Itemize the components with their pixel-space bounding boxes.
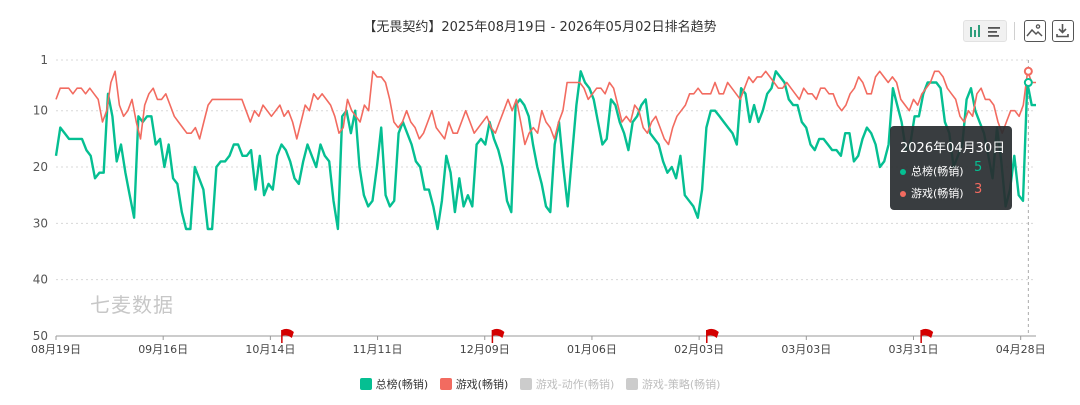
legend-swatch xyxy=(519,378,532,390)
hover-point xyxy=(1023,78,1033,88)
tooltip-value-total: 5 xyxy=(974,160,983,175)
bar-view-icon[interactable] xyxy=(963,20,1007,42)
download-icon[interactable] xyxy=(1052,20,1074,42)
x-tick-label: 10月14日 xyxy=(245,343,295,356)
x-tick-label: 09月16日 xyxy=(138,343,188,356)
x-tick-label: 08月19日 xyxy=(31,343,81,356)
hover-tooltip: 2026年04月30日 总榜(畅销) 5 游戏(畅销) 3 xyxy=(890,126,1012,210)
x-tick-label: 03月03日 xyxy=(781,343,831,356)
legend-swatch xyxy=(625,378,638,390)
x-tick-label: 03月31日 xyxy=(889,343,939,356)
legend-swatch xyxy=(359,378,372,390)
series-dot-icon xyxy=(900,191,906,197)
event-flag-icon xyxy=(491,328,505,343)
tooltip-row-game: 游戏(畅销) xyxy=(900,185,964,201)
x-tick-label: 02月03日 xyxy=(674,343,724,356)
y-tick-label: 40 xyxy=(33,273,48,287)
legend-swatch xyxy=(439,378,452,390)
legend-item-game[interactable]: 游戏(畅销) xyxy=(439,376,508,392)
x-tick-label: 04月28日 xyxy=(996,343,1046,356)
y-tick-label: 1 xyxy=(40,53,48,67)
legend-item-game-action[interactable]: 游戏-动作(畅销) xyxy=(519,376,614,392)
x-tick-label: 12月09日 xyxy=(460,343,510,356)
legend-item-total[interactable]: 总榜(畅销) xyxy=(359,376,428,392)
y-tick-label: 20 xyxy=(33,160,48,174)
hover-point xyxy=(1023,66,1033,76)
series-line-total xyxy=(54,70,1036,231)
y-tick-label: 50 xyxy=(33,329,48,343)
chart-title: 【无畏契约】2025年08月19日 - 2026年05月02日排名趋势 xyxy=(363,20,717,35)
legend: 总榜(畅销) 游戏(畅销) 游戏-动作(畅销) 游戏-策略(畅销) xyxy=(0,376,1080,392)
x-tick-label: 01月06日 xyxy=(567,343,617,356)
legend-item-game-strategy[interactable]: 游戏-策略(畅销) xyxy=(625,376,720,392)
series-dot-icon xyxy=(900,169,906,175)
tooltip-row-total: 总榜(畅销) xyxy=(900,163,964,179)
image-export-icon[interactable] xyxy=(1024,20,1046,42)
event-flag-icon xyxy=(281,328,294,343)
toolbar-divider xyxy=(1014,22,1015,40)
tooltip-value-game: 3 xyxy=(974,182,983,197)
y-tick-label: 10 xyxy=(33,104,48,118)
event-flag-icon xyxy=(920,328,934,343)
x-tick-label: 11月11日 xyxy=(353,343,403,356)
tooltip-label-total: 总榜(畅销) xyxy=(911,165,964,178)
tooltip-label-game: 游戏(畅销) xyxy=(911,187,964,200)
series-line-game xyxy=(55,70,1036,146)
tooltip-date: 2026年04月30日 xyxy=(900,141,1006,156)
y-tick-label: 30 xyxy=(33,216,48,230)
watermark: 七麦数据 xyxy=(90,293,174,317)
event-flag-icon xyxy=(706,328,719,343)
